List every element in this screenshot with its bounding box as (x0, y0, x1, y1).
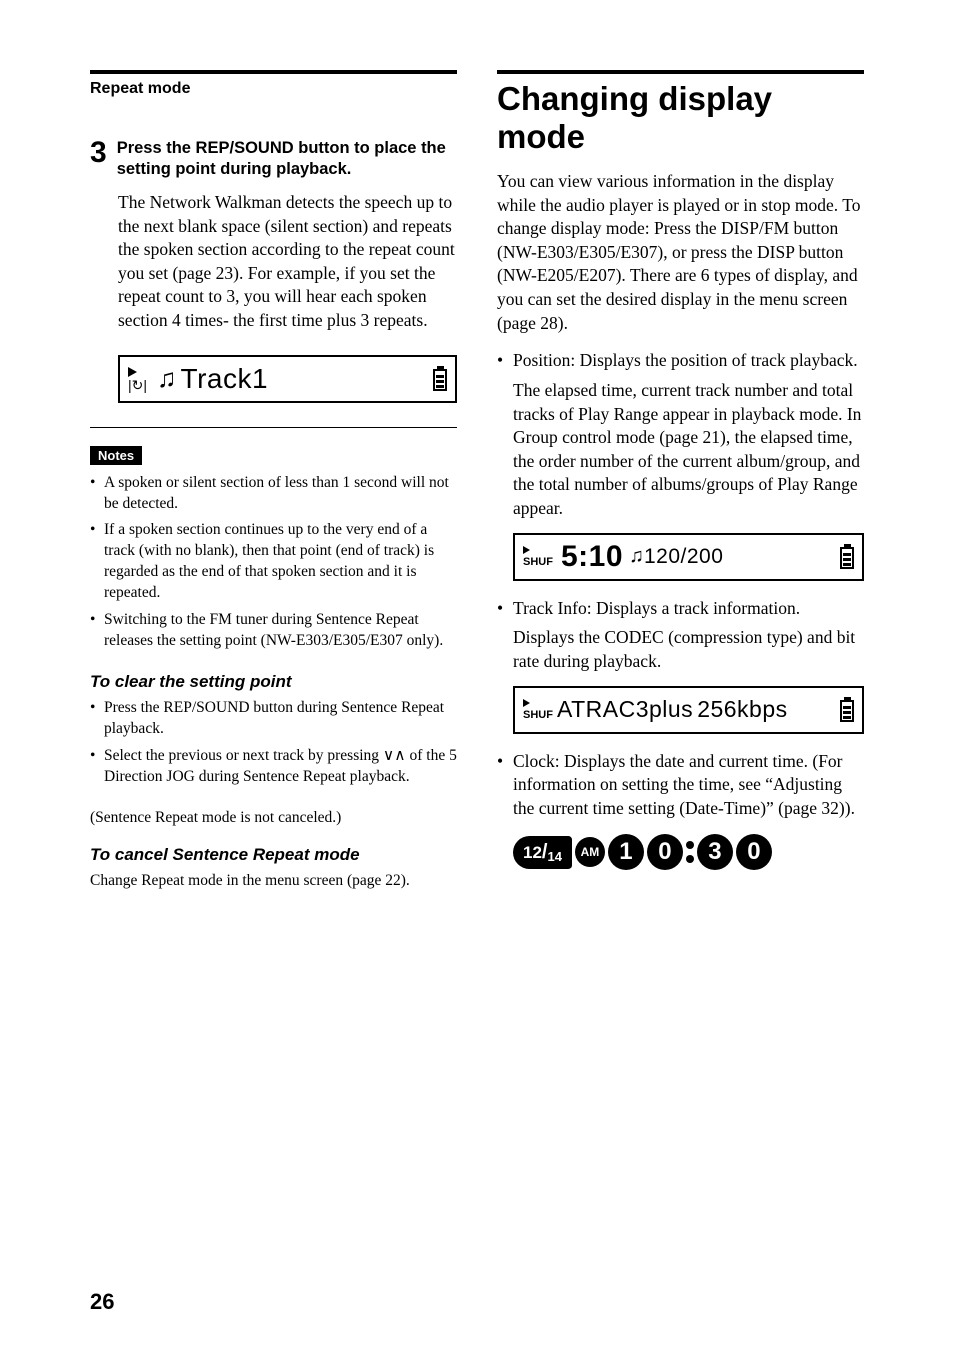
step-row: 3 Press the REP/SOUND button to place th… (90, 138, 457, 181)
clock-colon-icon (686, 841, 694, 863)
lcd-track-display: |↻| ♫ Track1 (118, 355, 457, 403)
cancel-heading: To cancel Sentence Repeat mode (90, 845, 457, 865)
play-icon (523, 546, 530, 554)
notes-block: Notes A spoken or silent section of less… (90, 446, 457, 666)
play-icon (523, 699, 530, 707)
clear-heading: To clear the setting point (90, 672, 457, 692)
clock-date-month: 12 (523, 843, 542, 862)
note-item: Switching to the FM tuner during Sentenc… (90, 610, 457, 652)
clear-item: Press the REP/SOUND button during Senten… (90, 698, 457, 740)
section-heading: Repeat mode (90, 80, 457, 98)
play-stack: |↻| (128, 367, 151, 391)
trackinfo-body: Displays the CODEC (compression type) an… (497, 626, 864, 673)
clear-list: Press the REP/SOUND button during Senten… (90, 698, 457, 794)
position-tracks: 120/200 (644, 545, 723, 569)
music-note-icon: ♫ (157, 363, 177, 394)
clock-date: 12/14 (513, 836, 572, 869)
main-title: Changing display mode (497, 80, 864, 156)
clock-min-2: 0 (736, 834, 772, 870)
position-bullet-list: Position: Displays the position of track… (497, 349, 864, 379)
clear-item: Select the previous or next track by pre… (90, 746, 457, 788)
position-bullet: Position: Displays the position of track… (497, 349, 864, 373)
clock-hour-1: 1 (608, 834, 644, 870)
music-note-icon: ♫ (629, 545, 644, 568)
position-body: The elapsed time, current track number a… (497, 379, 864, 521)
notes-list: A spoken or silent section of less than … (90, 473, 457, 652)
clock-min-1: 3 (697, 834, 733, 870)
rule (497, 70, 864, 74)
lcd-position-display: SHUF 5:10 ♫ 120/200 (513, 533, 864, 581)
lcd-trackinfo-display: SHUF ATRAC3plus 256kbps (513, 686, 864, 734)
intro-text: You can view various information in the … (497, 170, 864, 335)
play-shuf-stack: SHUF (523, 699, 553, 721)
clear-note: (Sentence Repeat mode is not canceled.) (90, 808, 457, 829)
clock-ampm: AM (575, 837, 605, 867)
right-column: Changing display mode You can view vario… (497, 70, 864, 1307)
step-heading: Press the REP/SOUND button to place the … (117, 138, 457, 181)
trackinfo-bullet: Track Info: Displays a track information… (497, 597, 864, 621)
shuf-label: SHUF (523, 556, 553, 568)
bitrate-label: 256kbps (697, 696, 787, 723)
clock-bullet: Clock: Displays the date and current tim… (497, 750, 864, 821)
shuf-label: SHUF (523, 709, 553, 721)
battery-icon (840, 697, 854, 722)
clock-bullet-list: Clock: Displays the date and current tim… (497, 750, 864, 827)
note-item: A spoken or silent section of less than … (90, 473, 457, 515)
trackinfo-bullet-list: Track Info: Displays a track information… (497, 597, 864, 627)
note-item: If a spoken section continues up to the … (90, 520, 457, 604)
clock-hour-2: 0 (647, 834, 683, 870)
play-icon (128, 367, 137, 377)
page-number: 26 (90, 1289, 114, 1315)
codec-label: ATRAC3plus (557, 696, 693, 723)
notes-label: Notes (90, 446, 142, 465)
left-column: Repeat mode 3 Press the REP/SOUND button… (90, 70, 457, 1307)
step-number: 3 (90, 138, 107, 168)
step-body: The Network Walkman detects the speech u… (118, 191, 457, 333)
position-time: 5:10 (561, 540, 623, 574)
clock-date-day: 14 (547, 849, 561, 864)
divider (90, 427, 457, 428)
clock-display: 12/14 AM 1 0 3 0 (513, 834, 864, 870)
repeat-icon: |↻| (128, 381, 147, 391)
battery-icon (433, 366, 447, 391)
cancel-text: Change Repeat mode in the menu screen (p… (90, 871, 457, 892)
lcd-track-label: Track1 (181, 363, 269, 395)
rule (90, 70, 457, 74)
battery-icon (840, 544, 854, 569)
play-shuf-stack: SHUF (523, 546, 553, 568)
page: Repeat mode 3 Press the REP/SOUND button… (90, 70, 864, 1307)
